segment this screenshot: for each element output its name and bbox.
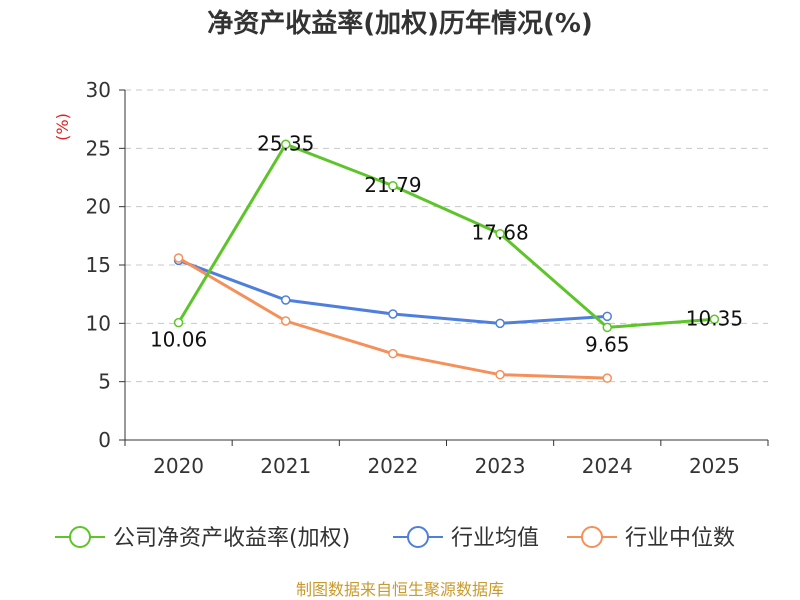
series-line-0 (177, 142, 715, 329)
data-label-2025: 10.35 (686, 306, 743, 330)
point-0-2020 (173, 317, 184, 328)
legend-label-0: 公司净资产收益率(加权) (113, 526, 350, 551)
point-0-2023 (495, 228, 505, 239)
data-label-2022: 21.79 (364, 173, 421, 197)
point-0-2021 (281, 139, 291, 149)
y-tick-label-15: 15 (86, 253, 111, 277)
point-1-2022 (388, 309, 398, 319)
point-2-2023 (495, 369, 505, 380)
point-1-2021 (281, 295, 291, 305)
x-tick-label-2024: 2024 (582, 454, 633, 478)
data-label-2021: 25.35 (257, 131, 314, 155)
x-tick-label-2025: 2025 (689, 454, 740, 478)
x-tick-label-2022: 2022 (367, 454, 418, 478)
point-2-2022 (388, 348, 398, 359)
legend-label-2: 行业中位数 (625, 526, 735, 551)
x-tick-label-2020: 2020 (153, 454, 204, 478)
point-0-2025 (709, 314, 720, 324)
source-note: 制图数据来自恒生聚源数据库 (296, 580, 504, 599)
data-label-2023: 17.68 (471, 221, 528, 245)
data-label-2020: 10.06 (150, 328, 207, 352)
legend-label-1: 行业均值 (451, 526, 539, 551)
gridlines (125, 89, 768, 383)
y-axis-label: (%) (53, 113, 72, 141)
legend-marker-0 (69, 526, 91, 548)
point-2-2021 (281, 316, 291, 326)
point-0-2022 (388, 181, 398, 191)
data-label-2024: 9.65 (585, 332, 630, 356)
point-2-2024 (602, 373, 612, 383)
chart-title: 净资产收益率(加权)历年情况(%) (207, 8, 593, 39)
point-1-2023 (495, 318, 505, 329)
y-tick-label-20: 20 (86, 195, 111, 219)
y-tick-label-0: 0 (98, 428, 111, 452)
point-2-2020 (173, 253, 184, 263)
data-labels: 10.06 25.35 21.79 17.68 9.65 10.35 (150, 131, 743, 356)
y-tick-label-10: 10 (86, 311, 111, 335)
y-tick-label-5: 5 (98, 370, 111, 394)
legend-marker-1 (407, 526, 429, 548)
legend: 公司净资产收益率(加权) 行业均值 行业中位数 (55, 526, 735, 551)
series-layer (173, 139, 720, 383)
legend-marker-2 (581, 526, 603, 548)
point-0-2024 (602, 322, 612, 333)
x-tick-label-2023: 2023 (475, 454, 526, 478)
y-tick-label-30: 30 (86, 78, 111, 102)
point-1-2024 (602, 311, 612, 322)
y-tick-label-25: 25 (86, 136, 111, 160)
x-tick-label-2021: 2021 (260, 454, 311, 478)
